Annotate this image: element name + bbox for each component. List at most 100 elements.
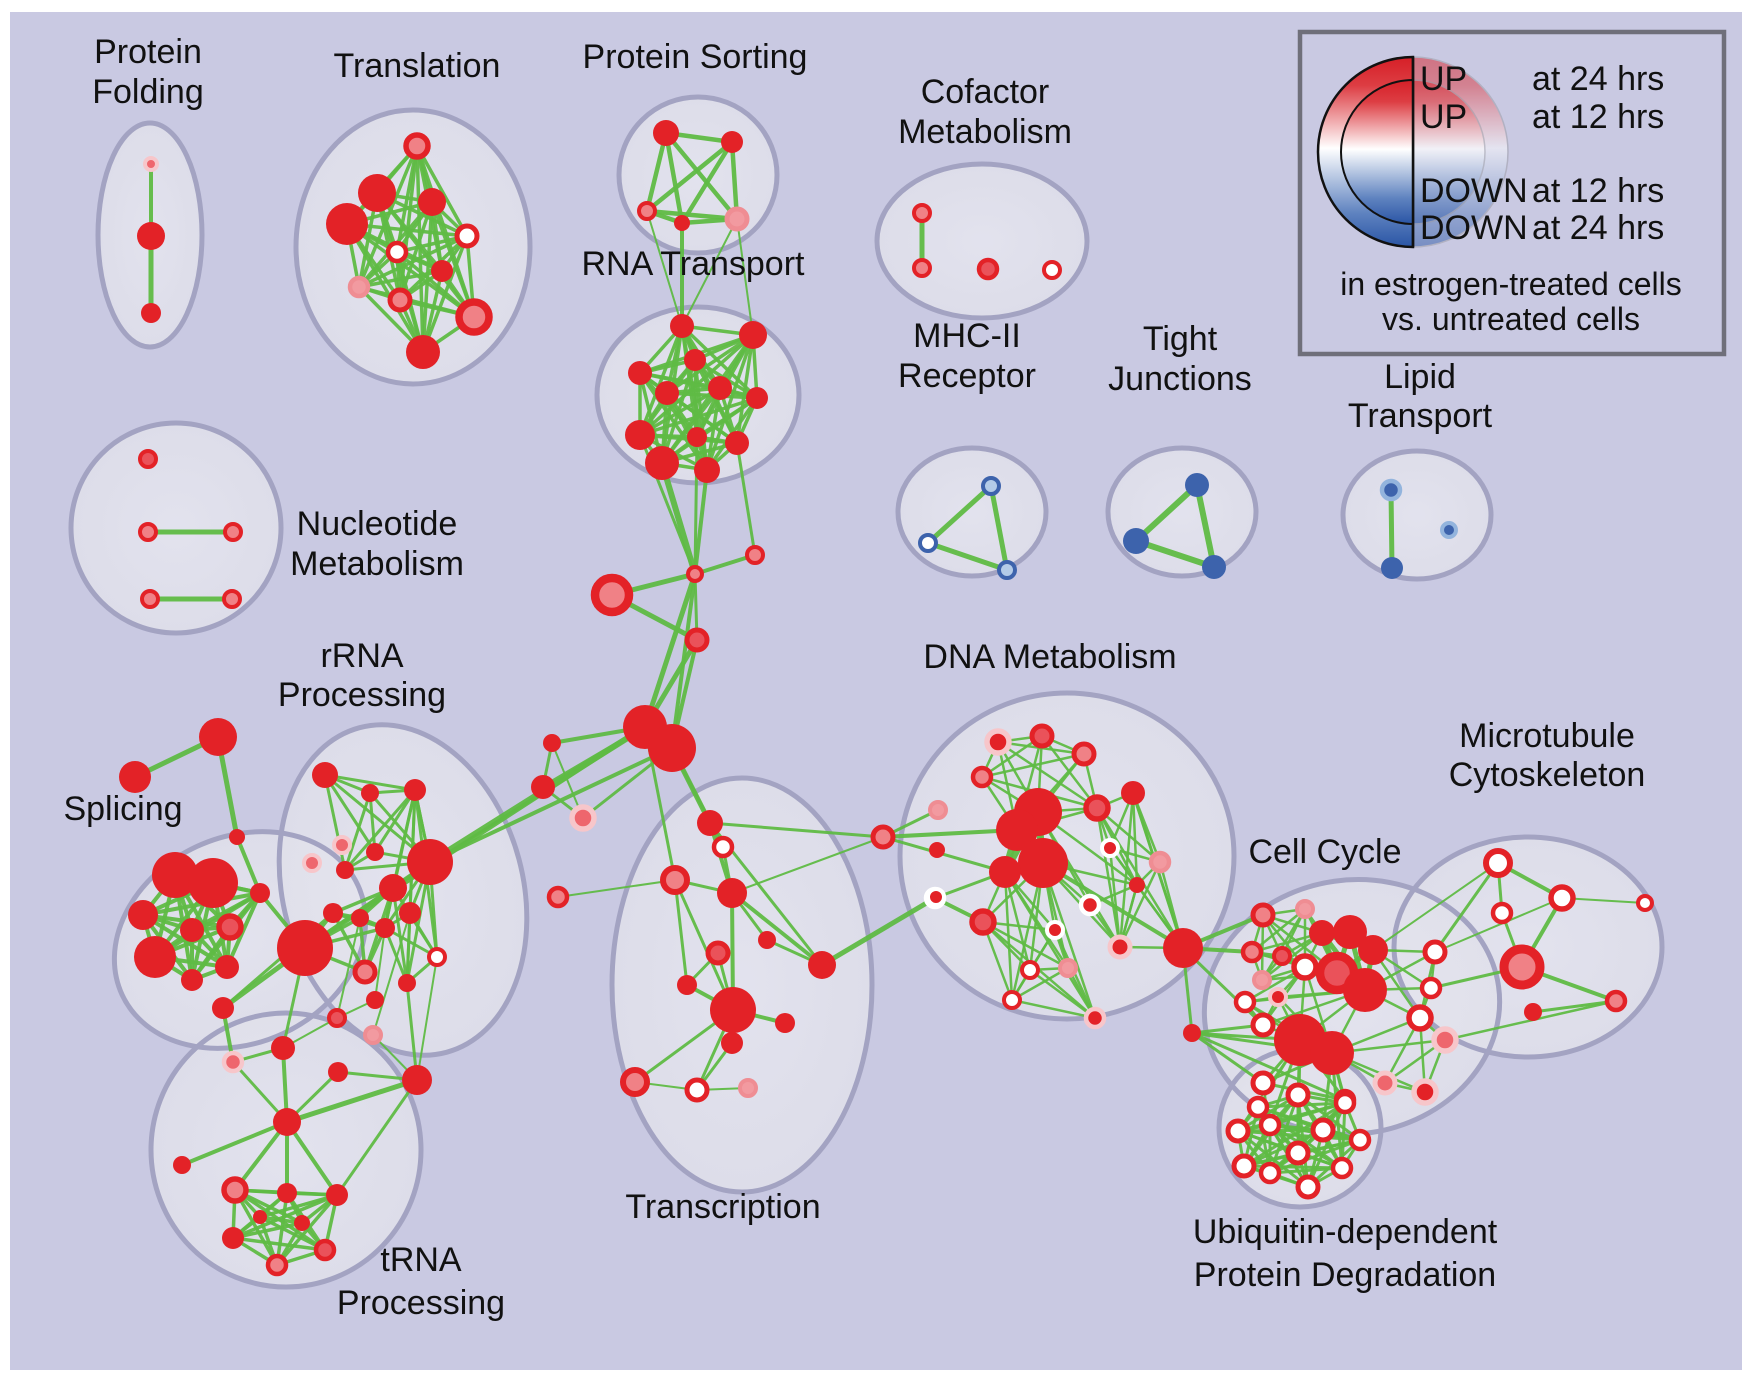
- gene-node-24-blueCoreWhite: [918, 533, 938, 553]
- gene-node-61-solid: [180, 918, 204, 942]
- gene-node-4-solid: [358, 174, 396, 212]
- gene-node-134-lightPink: [1148, 850, 1172, 874]
- edge: [1388, 487, 1395, 571]
- legend-footer-line2: vs. untreated cells: [1382, 301, 1640, 337]
- cluster-outline-dna-metabolism: [897, 690, 1237, 1022]
- edge: [659, 460, 698, 577]
- gene-node-169-pinkRing: [1411, 1078, 1439, 1106]
- cluster-label-trna-2: Processing: [337, 1284, 505, 1322]
- gene-node-133-whiteRing: [1100, 838, 1120, 858]
- gene-node-55-solid: [199, 718, 237, 756]
- edge: [1108, 846, 1122, 949]
- legend-up24-label: UP: [1420, 60, 1467, 98]
- gene-node-29-blueRingLight: [1379, 478, 1403, 502]
- edge: [368, 791, 377, 854]
- edge: [1194, 482, 1217, 570]
- gene-node-111-redCore: [705, 940, 731, 966]
- gene-node-162-solid: [1310, 1031, 1354, 1075]
- cluster-outline-lipid-transport: [1340, 448, 1494, 582]
- gene-node-110-solid: [758, 931, 776, 949]
- edge: [345, 222, 476, 319]
- cluster-label-cofactor-2: Metabolism: [898, 113, 1072, 151]
- gene-node-10-lightPink: [347, 275, 371, 299]
- gene-node-56-solid: [119, 761, 151, 793]
- gene-node-125-pinkCore: [970, 765, 994, 789]
- edge: [1133, 538, 1217, 570]
- gene-node-190-whiteCore: [1295, 1174, 1321, 1200]
- gene-node-52-redCore: [684, 627, 710, 653]
- gene-node-108-pinkCore: [546, 885, 570, 909]
- edge: [235, 835, 262, 895]
- edge: [638, 324, 684, 437]
- gene-node-26-blueSolid: [1185, 473, 1209, 497]
- edge: [1190, 1031, 1265, 1085]
- edge: [644, 139, 735, 214]
- gene-node-59-solid: [188, 858, 238, 908]
- gene-node-165-whiteCore: [1419, 976, 1443, 1000]
- edge: [430, 200, 476, 319]
- gene-node-30-blueSolid: [1381, 557, 1403, 579]
- gene-node-181-whiteCore: [1333, 1091, 1357, 1115]
- edge: [284, 1077, 420, 1125]
- gene-node-27-blueSolid: [1123, 528, 1149, 554]
- gene-node-149-solid: [1309, 920, 1335, 946]
- cluster-label-lipid-1: Lipid: [1384, 358, 1456, 396]
- gene-node-63-solid: [134, 936, 176, 978]
- edge: [258, 1193, 339, 1219]
- edge: [1433, 861, 1500, 954]
- gene-node-168-haloPink: [1372, 1070, 1398, 1096]
- gene-node-93-solid: [173, 1156, 191, 1174]
- gene-node-6-solid: [326, 203, 368, 245]
- gene-node-184-whiteCore: [1310, 1117, 1336, 1143]
- edge: [1041, 861, 1097, 1020]
- edge: [428, 746, 674, 864]
- cluster-outline-mhc-ii-receptor: [895, 445, 1049, 579]
- cluster-label-translation: Translation: [334, 47, 501, 85]
- edge: [665, 391, 739, 445]
- edge: [373, 788, 417, 854]
- cluster-label-ubiquitin-1: Ubiquitin-dependent: [1193, 1213, 1498, 1251]
- gene-node-81-pinkCore: [352, 959, 378, 985]
- gene-node-164-whiteCore: [1422, 939, 1448, 965]
- gene-node-132-solid: [929, 842, 945, 858]
- gene-node-174-whiteCore: [1490, 901, 1514, 925]
- gene-node-18-lightPink: [724, 206, 750, 232]
- edge: [336, 917, 361, 1019]
- edge: [1041, 861, 1185, 950]
- edge: [231, 1236, 327, 1252]
- gene-node-176-pinkCore: [1604, 989, 1628, 1013]
- gene-node-136-solid: [1129, 877, 1145, 893]
- gene-node-67-solid: [312, 762, 338, 788]
- gene-node-170-whiteCore: [1250, 1070, 1276, 1096]
- gene-node-86-solid: [271, 1036, 295, 1060]
- gene-node-109-solid: [717, 878, 747, 908]
- gene-node-45-solid: [687, 427, 707, 447]
- gene-node-1-solid: [137, 222, 165, 250]
- gene-node-167-haloPink: [1431, 1026, 1459, 1054]
- gene-node-5-solid: [418, 188, 446, 216]
- gene-node-148-lightPink: [1295, 899, 1315, 919]
- edge: [731, 836, 884, 894]
- gene-node-19-pinkCore: [912, 203, 932, 223]
- edge: [642, 571, 698, 730]
- gene-node-115-solid: [775, 1013, 795, 1033]
- edge: [557, 879, 676, 898]
- gene-node-139-whiteRing: [1078, 893, 1102, 917]
- gene-node-79-solid: [399, 902, 421, 924]
- gene-node-65-solid: [215, 955, 239, 979]
- gene-node-33-pinkCore: [138, 522, 158, 542]
- edge: [638, 396, 759, 437]
- edge: [881, 835, 1007, 874]
- gene-node-116-solid: [721, 1032, 743, 1054]
- gene-node-97-solid: [222, 1227, 244, 1249]
- gene-node-159-pinkRing: [1268, 987, 1288, 1007]
- gene-node-151-solid: [1358, 935, 1388, 965]
- gene-node-91-solid: [402, 1065, 432, 1095]
- gene-node-42-solid: [708, 376, 732, 400]
- gene-node-98-redCore: [313, 1238, 337, 1262]
- edge: [638, 371, 699, 439]
- cluster-outline-nucleotide-metabolism: [68, 420, 284, 636]
- gene-node-131-solid: [1018, 838, 1068, 888]
- gene-node-72-solid: [336, 861, 354, 879]
